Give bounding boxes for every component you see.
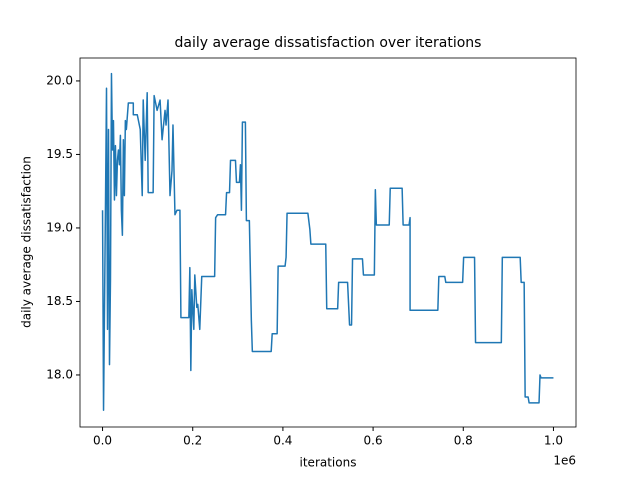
y-tick-label: 20.0 [46, 73, 73, 87]
x-offset-label: 1e6 [553, 454, 576, 468]
x-tick-label: 0.4 [273, 434, 292, 448]
x-tick-label: 1.0 [544, 434, 563, 448]
y-tick-label: 18.5 [46, 294, 73, 308]
x-tick-label: 0.2 [183, 434, 202, 448]
chart-title: daily average dissatisfaction over itera… [175, 35, 482, 51]
plot-frame [79, 57, 577, 428]
x-tick-label: 0.0 [93, 434, 112, 448]
y-axis-label: daily average dissatisfaction [20, 156, 34, 328]
y-tick-label: 19.0 [46, 220, 73, 234]
y-tick-label: 18.0 [46, 367, 73, 381]
data-line [101, 72, 554, 411]
y-tick-label: 19.5 [46, 147, 73, 161]
x-tick-label: 0.6 [364, 434, 383, 448]
x-axis-label: iterations [300, 456, 357, 470]
x-tick-label: 0.8 [454, 434, 473, 448]
